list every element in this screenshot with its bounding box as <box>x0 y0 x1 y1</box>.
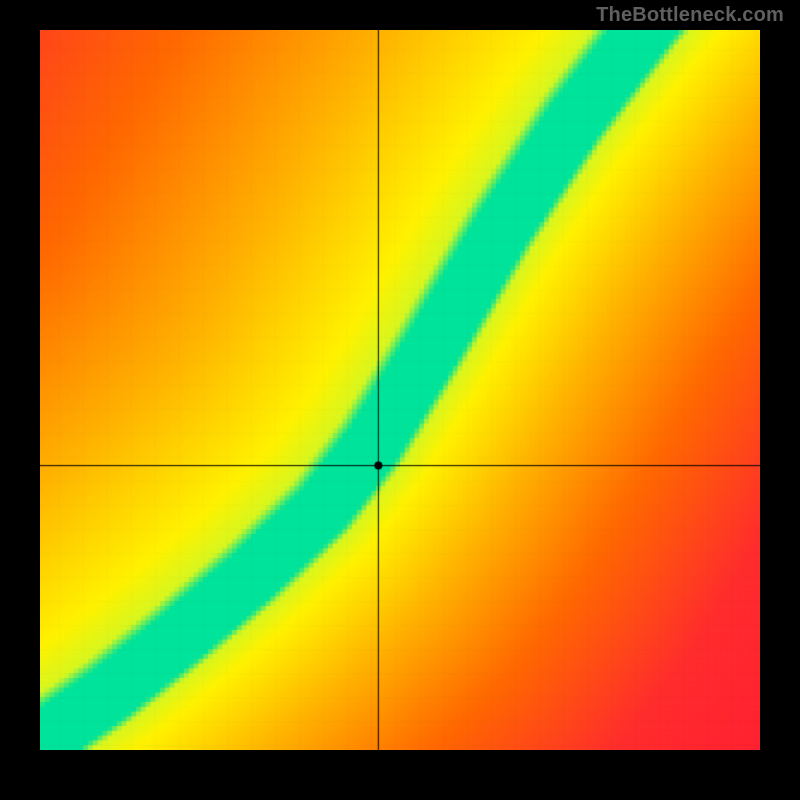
plot-area <box>40 30 760 750</box>
watermark-text: TheBottleneck.com <box>596 4 784 27</box>
root: TheBottleneck.com <box>0 0 800 800</box>
heatmap-canvas <box>40 30 760 750</box>
